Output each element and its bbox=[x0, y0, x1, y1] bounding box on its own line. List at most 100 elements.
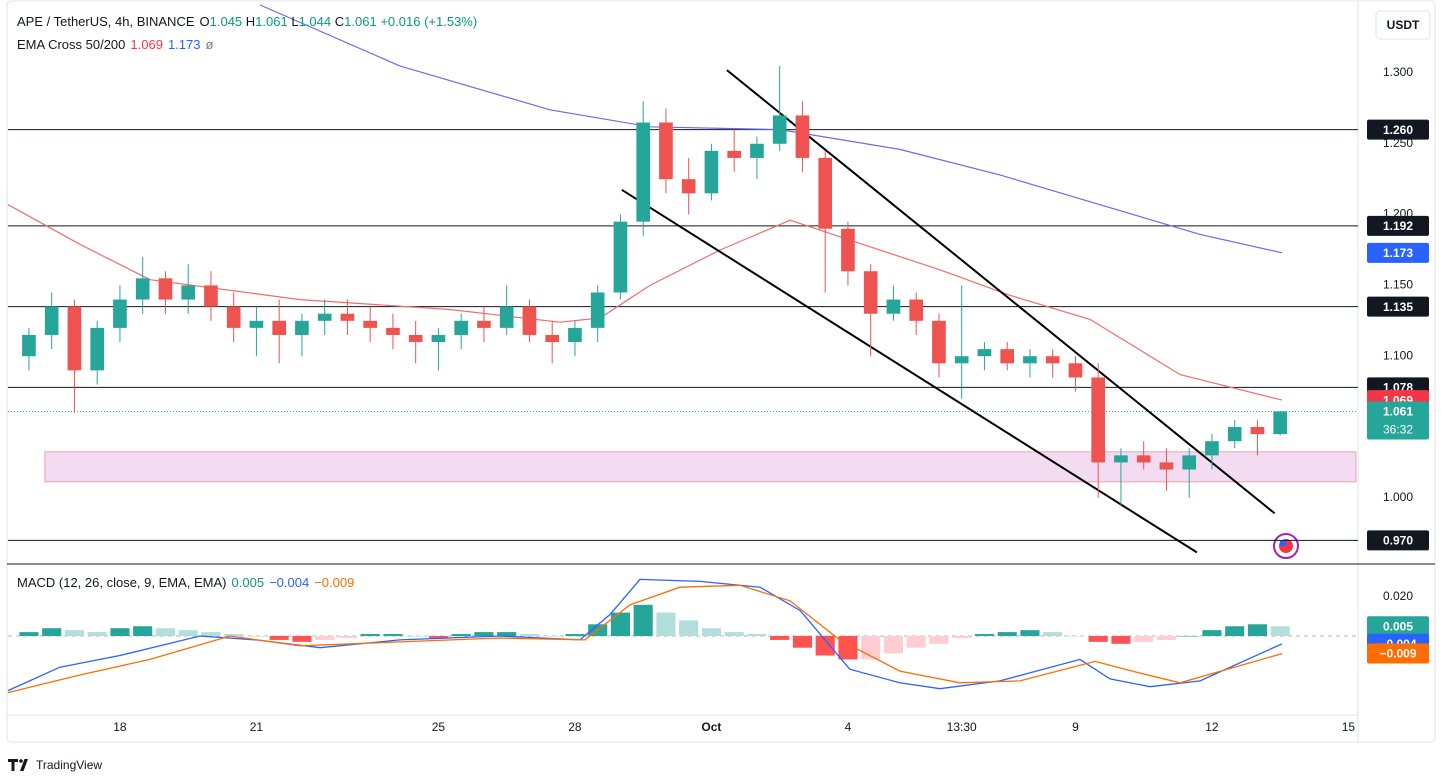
macd-histogram-bar bbox=[269, 636, 289, 640]
candle-body bbox=[226, 306, 241, 328]
macd-histogram-bar bbox=[383, 634, 403, 637]
x-tick-label: 12 bbox=[1205, 720, 1219, 734]
level-label-bg bbox=[1367, 119, 1429, 140]
level-label-bg bbox=[1367, 215, 1429, 236]
candle-body bbox=[1205, 441, 1219, 456]
candle-body bbox=[1045, 356, 1060, 364]
demand-zone bbox=[44, 451, 1357, 483]
macd-histogram-bar bbox=[1202, 630, 1222, 637]
candle-body bbox=[1136, 455, 1151, 463]
macd-histogram-bar bbox=[19, 632, 39, 637]
macd-histogram-bar bbox=[246, 636, 266, 637]
candle-body bbox=[818, 157, 833, 229]
y-tick-label: 1.000 bbox=[1383, 490, 1413, 504]
candle-body bbox=[1114, 455, 1128, 463]
o-label: O bbox=[199, 14, 210, 29]
candle-body bbox=[795, 115, 810, 158]
ema50-value: 1.069 bbox=[130, 37, 163, 52]
currency[interactable]: USDT bbox=[1387, 18, 1420, 32]
candle-body bbox=[363, 320, 378, 328]
level-label: 1.192 bbox=[1383, 219, 1413, 233]
macd-badge-bg bbox=[1367, 643, 1429, 664]
macd-histogram-bar bbox=[929, 636, 949, 644]
x-tick-label: 21 bbox=[250, 720, 264, 734]
macd-histogram-bar bbox=[1179, 636, 1199, 637]
candle-body bbox=[1091, 377, 1106, 463]
flag-icon bbox=[1273, 533, 1299, 559]
ema200-badge-bg bbox=[1367, 242, 1429, 263]
macd-histogram-bar bbox=[997, 632, 1017, 637]
macd-label: MACD (12, 26, close, 9, EMA, EMA) bbox=[17, 575, 227, 590]
x-tick-label: 15 bbox=[1342, 720, 1356, 734]
level-label: 0.970 bbox=[1383, 534, 1413, 548]
macd-histogram-bar bbox=[1225, 626, 1245, 637]
macd-histogram-bar bbox=[792, 636, 812, 648]
macd-histogram-bar bbox=[656, 612, 676, 637]
close: 1.061 bbox=[344, 14, 377, 29]
macd-histogram-bar bbox=[406, 636, 426, 637]
macd-histogram-bar bbox=[497, 632, 517, 637]
macd-histogram-bar bbox=[1020, 630, 1040, 637]
macd-signal-value: −0.009 bbox=[314, 575, 355, 590]
macd-histogram-bar bbox=[42, 628, 62, 637]
macd-histogram-bar bbox=[292, 636, 312, 642]
candle-body bbox=[386, 327, 400, 335]
x-tick-label: 18 bbox=[113, 720, 127, 734]
candle-body bbox=[90, 327, 105, 371]
macd-histogram-bar bbox=[679, 620, 699, 637]
macd-hist-value: 0.005 bbox=[231, 575, 265, 590]
candle-body bbox=[204, 285, 218, 307]
macd-histogram-bar bbox=[1134, 636, 1154, 642]
macd-histogram-bar bbox=[815, 636, 835, 656]
macd-line bbox=[7, 578, 1283, 692]
ohlc-values: O1.045 H1.061 L1.044 C1.061 +0.016 (+1.5… bbox=[200, 14, 478, 29]
candle-body bbox=[1250, 427, 1265, 435]
macd-histogram-bar bbox=[952, 636, 972, 638]
macd-histogram-bar bbox=[724, 632, 744, 637]
candle-body bbox=[863, 271, 878, 314]
macd-histogram-bar bbox=[565, 634, 585, 637]
candle-body bbox=[295, 320, 309, 335]
candle-body bbox=[340, 313, 355, 321]
candle-body bbox=[772, 115, 787, 144]
candle-body bbox=[431, 334, 446, 343]
macd-histogram-bar bbox=[906, 636, 926, 648]
candle-body bbox=[67, 306, 82, 371]
macd-histogram-bar bbox=[110, 628, 130, 637]
x-tick-label: 28 bbox=[568, 720, 582, 734]
macd-histogram-bar bbox=[474, 632, 494, 637]
macd-tick-label: 0.020 bbox=[1383, 589, 1413, 603]
macd-histogram-bar bbox=[224, 634, 244, 637]
currency-button[interactable] bbox=[1375, 10, 1431, 40]
x-tick-label: 13:30 bbox=[947, 720, 977, 734]
macd-histogram-bar bbox=[519, 634, 539, 637]
ema-line bbox=[8, 204, 1283, 401]
macd-histogram-bar bbox=[64, 630, 84, 637]
candle-body bbox=[181, 285, 196, 300]
candle-body bbox=[499, 306, 514, 328]
trend-line bbox=[726, 69, 1276, 515]
ema-label: EMA Cross 50/200 bbox=[17, 37, 126, 52]
level-label: 1.260 bbox=[1383, 123, 1413, 137]
macd-histogram-bar bbox=[201, 632, 221, 637]
candle-body bbox=[590, 292, 605, 328]
candle-body bbox=[613, 221, 628, 293]
candle-body bbox=[44, 306, 59, 335]
macd-histogram-bar bbox=[974, 634, 994, 637]
candle-body bbox=[1068, 363, 1083, 378]
candle-body bbox=[272, 320, 287, 335]
level-label-bg bbox=[1367, 530, 1429, 551]
open: 1.045 bbox=[209, 14, 243, 29]
candle-body bbox=[22, 334, 36, 357]
x-tick-label: 25 bbox=[432, 720, 446, 734]
x-tick-label: 4 bbox=[845, 720, 852, 734]
candle-body bbox=[158, 278, 173, 300]
last-price-bg bbox=[1367, 401, 1429, 440]
macd-histogram-bar bbox=[360, 634, 380, 637]
candle-body bbox=[659, 122, 673, 180]
macd-histogram-bar bbox=[747, 634, 767, 637]
macd-histogram-bar bbox=[178, 630, 198, 637]
macd-histogram-bar bbox=[633, 604, 653, 637]
macd-histogram-bar bbox=[770, 636, 790, 640]
macd-badge: 0.005 bbox=[1383, 619, 1413, 633]
